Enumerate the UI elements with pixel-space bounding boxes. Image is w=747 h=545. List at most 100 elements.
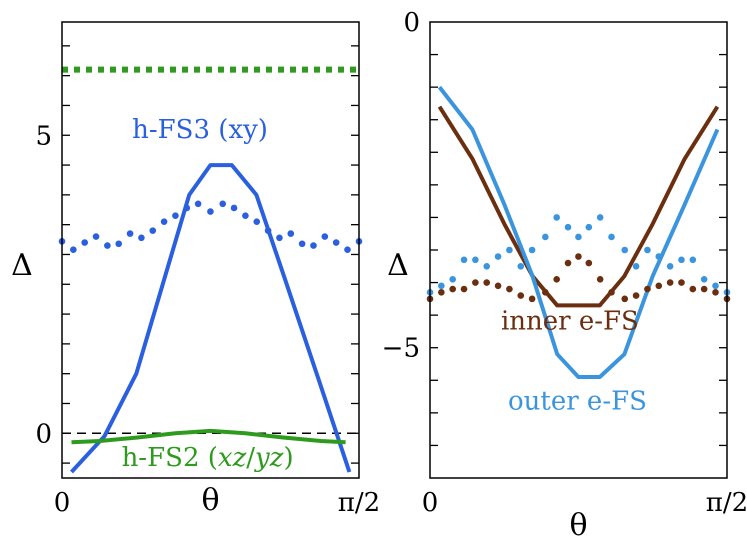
right-plot-marks	[426, 85, 731, 379]
left-series-0-line	[70, 163, 352, 474]
right-annotation-1: outer e-FS	[508, 387, 647, 417]
right-series-2-point-11	[553, 214, 560, 221]
right-series-2-point-24	[700, 276, 708, 283]
left-series-1-point-18	[264, 227, 272, 234]
right-series-2-point-22	[678, 256, 685, 264]
right-series-2-point-6	[494, 253, 502, 260]
right-series-2-point-17	[621, 246, 629, 254]
left-series-1-point-13	[207, 208, 214, 215]
left-series-1-point-10	[172, 212, 179, 220]
right-series-3-point-19	[644, 285, 651, 293]
right-series-2-point-19	[644, 246, 651, 254]
right-series-2-point-10	[542, 233, 549, 241]
left-series-1-point-1	[70, 246, 77, 254]
left-series-1-point-12	[194, 200, 202, 208]
right-series-3-point-1	[438, 289, 445, 296]
right-series-3-point-6	[494, 282, 502, 290]
left-series-1-point-20	[287, 230, 295, 237]
left-y-axis-title: Δ	[11, 248, 33, 283]
right-series-2-point-18	[632, 262, 640, 270]
right-x-tick-label-1: π/2	[706, 488, 747, 518]
right-y-tick-label-0: 0	[403, 8, 420, 38]
right-series-3-point-12	[564, 259, 572, 267]
right-series-3-point-22	[678, 279, 685, 286]
right-series-2-point-9	[528, 246, 536, 254]
right-series-0-line	[437, 105, 720, 308]
right-series-3-point-17	[621, 295, 629, 303]
left-y-tick-label-1: 5	[35, 121, 52, 151]
right-series-3-point-11	[553, 276, 560, 283]
left-series-1-point-25	[344, 246, 351, 254]
left-annotation-1-part-1: xz	[218, 443, 247, 473]
right-y-axis-title: Δ	[387, 248, 409, 283]
right-series-2-point-2	[449, 276, 456, 283]
right-series-2-point-3	[460, 256, 468, 264]
left-series-1-point-11	[183, 204, 191, 212]
left-series-1-point-17	[253, 218, 261, 225]
right-series-3-point-24	[700, 285, 708, 293]
left-annotation-1-part-2: /	[246, 443, 255, 473]
right-series-3-point-2	[449, 285, 456, 293]
right-x-axis-title: θ	[569, 508, 587, 543]
right-series-2-point-21	[666, 262, 674, 270]
right-series-2-point-14	[585, 223, 593, 231]
left-series-1-point-21	[298, 240, 306, 248]
right-y-ticks	[430, 53, 727, 447]
right-series-3-point-25	[712, 289, 719, 296]
right-series-2-point-7	[506, 246, 513, 254]
left-x-tick-label-0: 0	[54, 488, 71, 518]
right-panel: 0 −5 0 π/2 θ Δ inner e-FS outer e-FS	[382, 8, 747, 543]
left-series-1-point-3	[92, 233, 100, 240]
right-series-3-point-7	[506, 285, 513, 293]
left-series-1-point-9	[160, 218, 168, 225]
right-series-3-point-4	[472, 279, 479, 286]
right-series-2-point-25	[712, 282, 719, 290]
right-series-3-point-23	[689, 285, 697, 293]
left-series-1-point-16	[242, 212, 249, 220]
left-tick-labels: 0 5 0 π/2	[35, 121, 380, 518]
left-series-1-point-15	[230, 204, 238, 212]
right-series-3-point-15	[596, 276, 604, 283]
right-series-3-point-10	[542, 289, 549, 296]
right-series-2-point-4	[472, 256, 479, 264]
right-series-2-point-5	[483, 262, 491, 270]
right-series-2-point-23	[689, 256, 697, 264]
right-series-3-point-13	[575, 253, 582, 260]
right-annotation-0: inner e-FS	[501, 306, 639, 336]
left-series-2-line	[71, 428, 346, 445]
left-series-1-point-4	[104, 242, 111, 249]
left-panel: 0 5 0 π/2 θ Δ h-FS3 (xy) h-FS2 (xz/yz)	[11, 21, 380, 518]
left-plot-marks	[58, 66, 363, 474]
right-series-3-point-16	[608, 289, 615, 296]
right-tick-labels: 0 −5 0 π/2	[382, 8, 747, 518]
right-series-3-point-14	[585, 259, 593, 267]
left-series-1-point-23	[321, 233, 329, 240]
left-series-1-point-24	[332, 239, 340, 246]
right-series-3-point-5	[483, 279, 491, 286]
right-series-1-line	[437, 85, 720, 379]
left-series-1-point-7	[138, 234, 145, 242]
right-y-tick-label-1: −5	[382, 334, 420, 364]
right-series-2-point-8	[517, 262, 525, 270]
left-annotation-1-part-0: h-FS2 (	[122, 443, 218, 473]
left-series-1-point-19	[276, 234, 283, 242]
right-series-2-point-15	[596, 214, 604, 221]
right-series-3-point-8	[517, 292, 525, 299]
left-plot-frame	[61, 21, 360, 479]
right-series-3-point-3	[460, 285, 468, 293]
right-series-3-point-18	[632, 292, 640, 299]
left-series-1-point-22	[310, 242, 317, 249]
right-series-2-point-16	[608, 233, 615, 241]
right-series-2-point-1	[438, 282, 445, 290]
right-x-tick-label-0: 0	[422, 488, 439, 518]
left-series-1-point-5	[115, 240, 123, 248]
left-series-1-point-8	[149, 227, 157, 234]
right-series-3-point-21	[666, 279, 674, 286]
left-annotations: h-FS3 (xy) h-FS2 (xz/yz)	[122, 115, 294, 473]
right-annotations: inner e-FS outer e-FS	[501, 306, 647, 416]
left-y-tick-label-0: 0	[35, 419, 52, 449]
left-annotation-1-part-4: )	[283, 443, 293, 473]
left-annotation-0: h-FS3 (xy)	[132, 115, 268, 145]
right-series-2-point-20	[655, 253, 663, 260]
